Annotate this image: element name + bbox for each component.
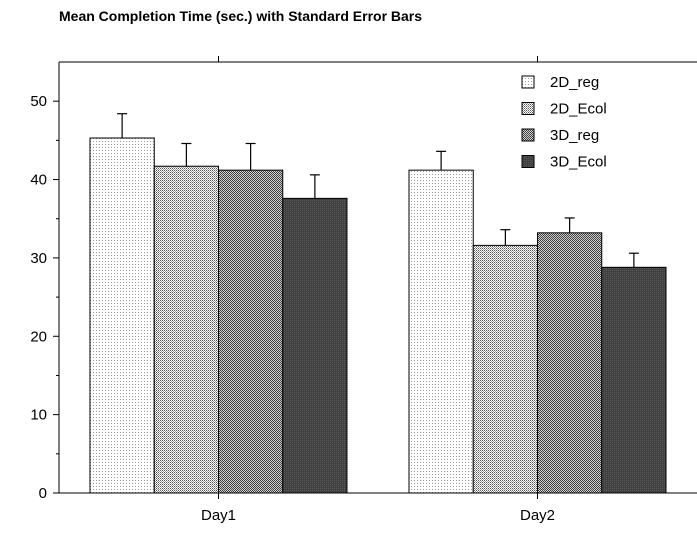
legend-label: 3D_reg: [550, 127, 599, 144]
bar: [537, 232, 603, 494]
x-axis: Day1 Day2: [201, 56, 555, 524]
y-tick-label: 50: [30, 93, 47, 110]
y-tick-label: 10: [30, 407, 47, 424]
y-tick-label: 30: [30, 250, 47, 267]
bar: [408, 169, 474, 494]
y-axis: 0 10 20 30 40 50: [30, 93, 59, 502]
legend-swatch: [521, 102, 535, 115]
bar: [153, 165, 219, 494]
x-tick-label: Day1: [201, 507, 236, 524]
bar: [218, 169, 284, 494]
legend-swatch: [521, 128, 535, 142]
x-tick-label: Day2: [520, 507, 555, 524]
y-tick-label: 0: [39, 485, 47, 502]
legend-label: 2D_Ecol: [550, 101, 607, 118]
y-tick-label: 20: [30, 328, 47, 345]
bar: [601, 266, 667, 494]
bar: [282, 197, 348, 494]
chart-title: Mean Completion Time (sec.) with Standar…: [59, 8, 423, 24]
legend-swatch: [521, 155, 535, 168]
bar: [89, 137, 155, 494]
legend-swatch: [521, 75, 535, 89]
bars: [89, 113, 667, 494]
legend-label: 3D_Ecol: [550, 154, 607, 171]
legend-label: 2D_reg: [550, 74, 599, 91]
y-tick-label: 40: [30, 172, 47, 189]
bar: [472, 244, 538, 494]
legend: 2D_reg 2D_Ecol 3D_reg 3D_Ecol: [521, 74, 607, 171]
